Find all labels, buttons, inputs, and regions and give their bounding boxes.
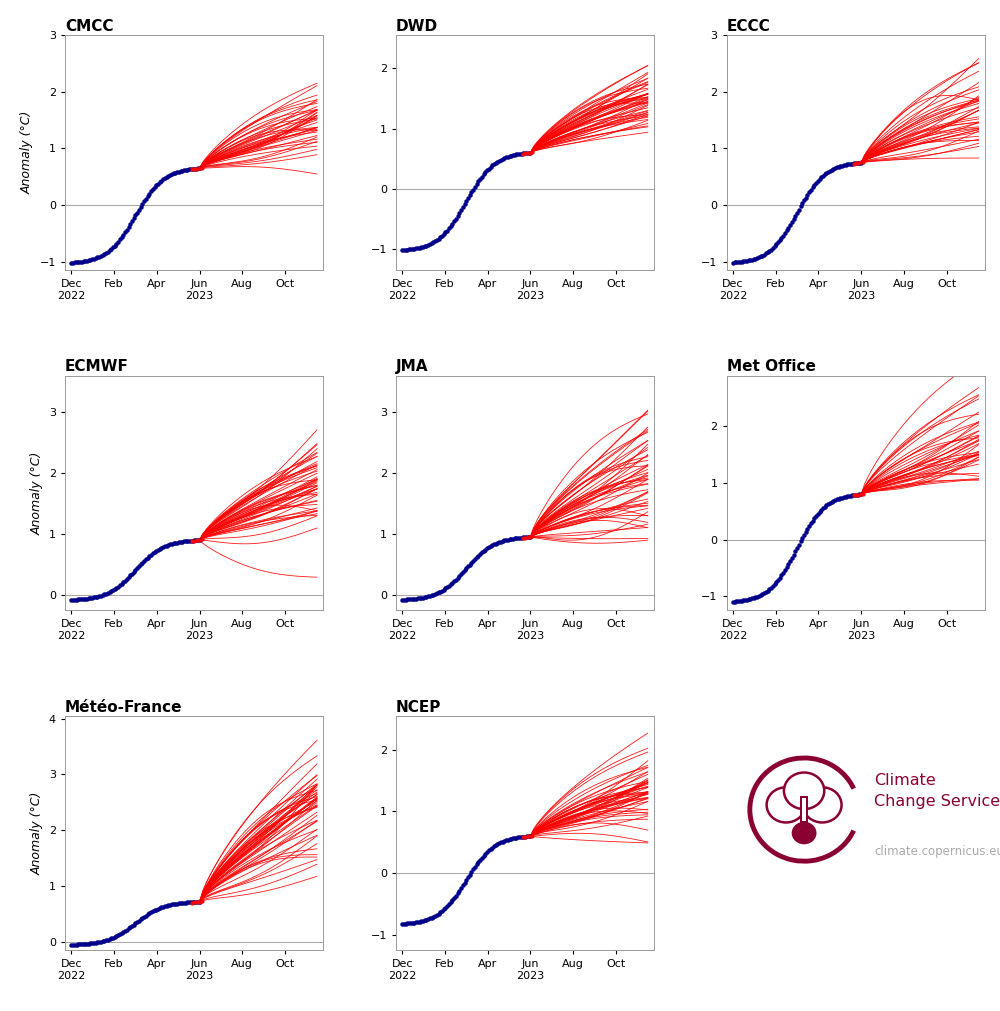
Circle shape <box>767 788 805 823</box>
Text: DWD: DWD <box>396 19 438 34</box>
Text: ECMWF: ECMWF <box>65 359 129 374</box>
Bar <box>802 798 806 821</box>
Text: NCEP: NCEP <box>396 700 441 715</box>
Text: CMCC: CMCC <box>65 19 114 34</box>
Text: climate.copernicus.eu: climate.copernicus.eu <box>874 845 1000 858</box>
Text: Met Office: Met Office <box>727 359 815 374</box>
Circle shape <box>784 772 824 809</box>
Y-axis label: Anomaly (°C): Anomaly (°C) <box>30 792 43 875</box>
Text: ECCC: ECCC <box>727 19 770 34</box>
Text: JMA: JMA <box>396 359 428 374</box>
Text: Climate
Change Service: Climate Change Service <box>874 772 1000 809</box>
Circle shape <box>803 788 842 823</box>
Y-axis label: Anomaly (°C): Anomaly (°C) <box>21 111 34 194</box>
Y-axis label: Anomaly (°C): Anomaly (°C) <box>30 451 43 535</box>
Bar <box>800 796 808 828</box>
Circle shape <box>792 822 817 844</box>
Text: Météo-France: Météo-France <box>65 700 182 715</box>
